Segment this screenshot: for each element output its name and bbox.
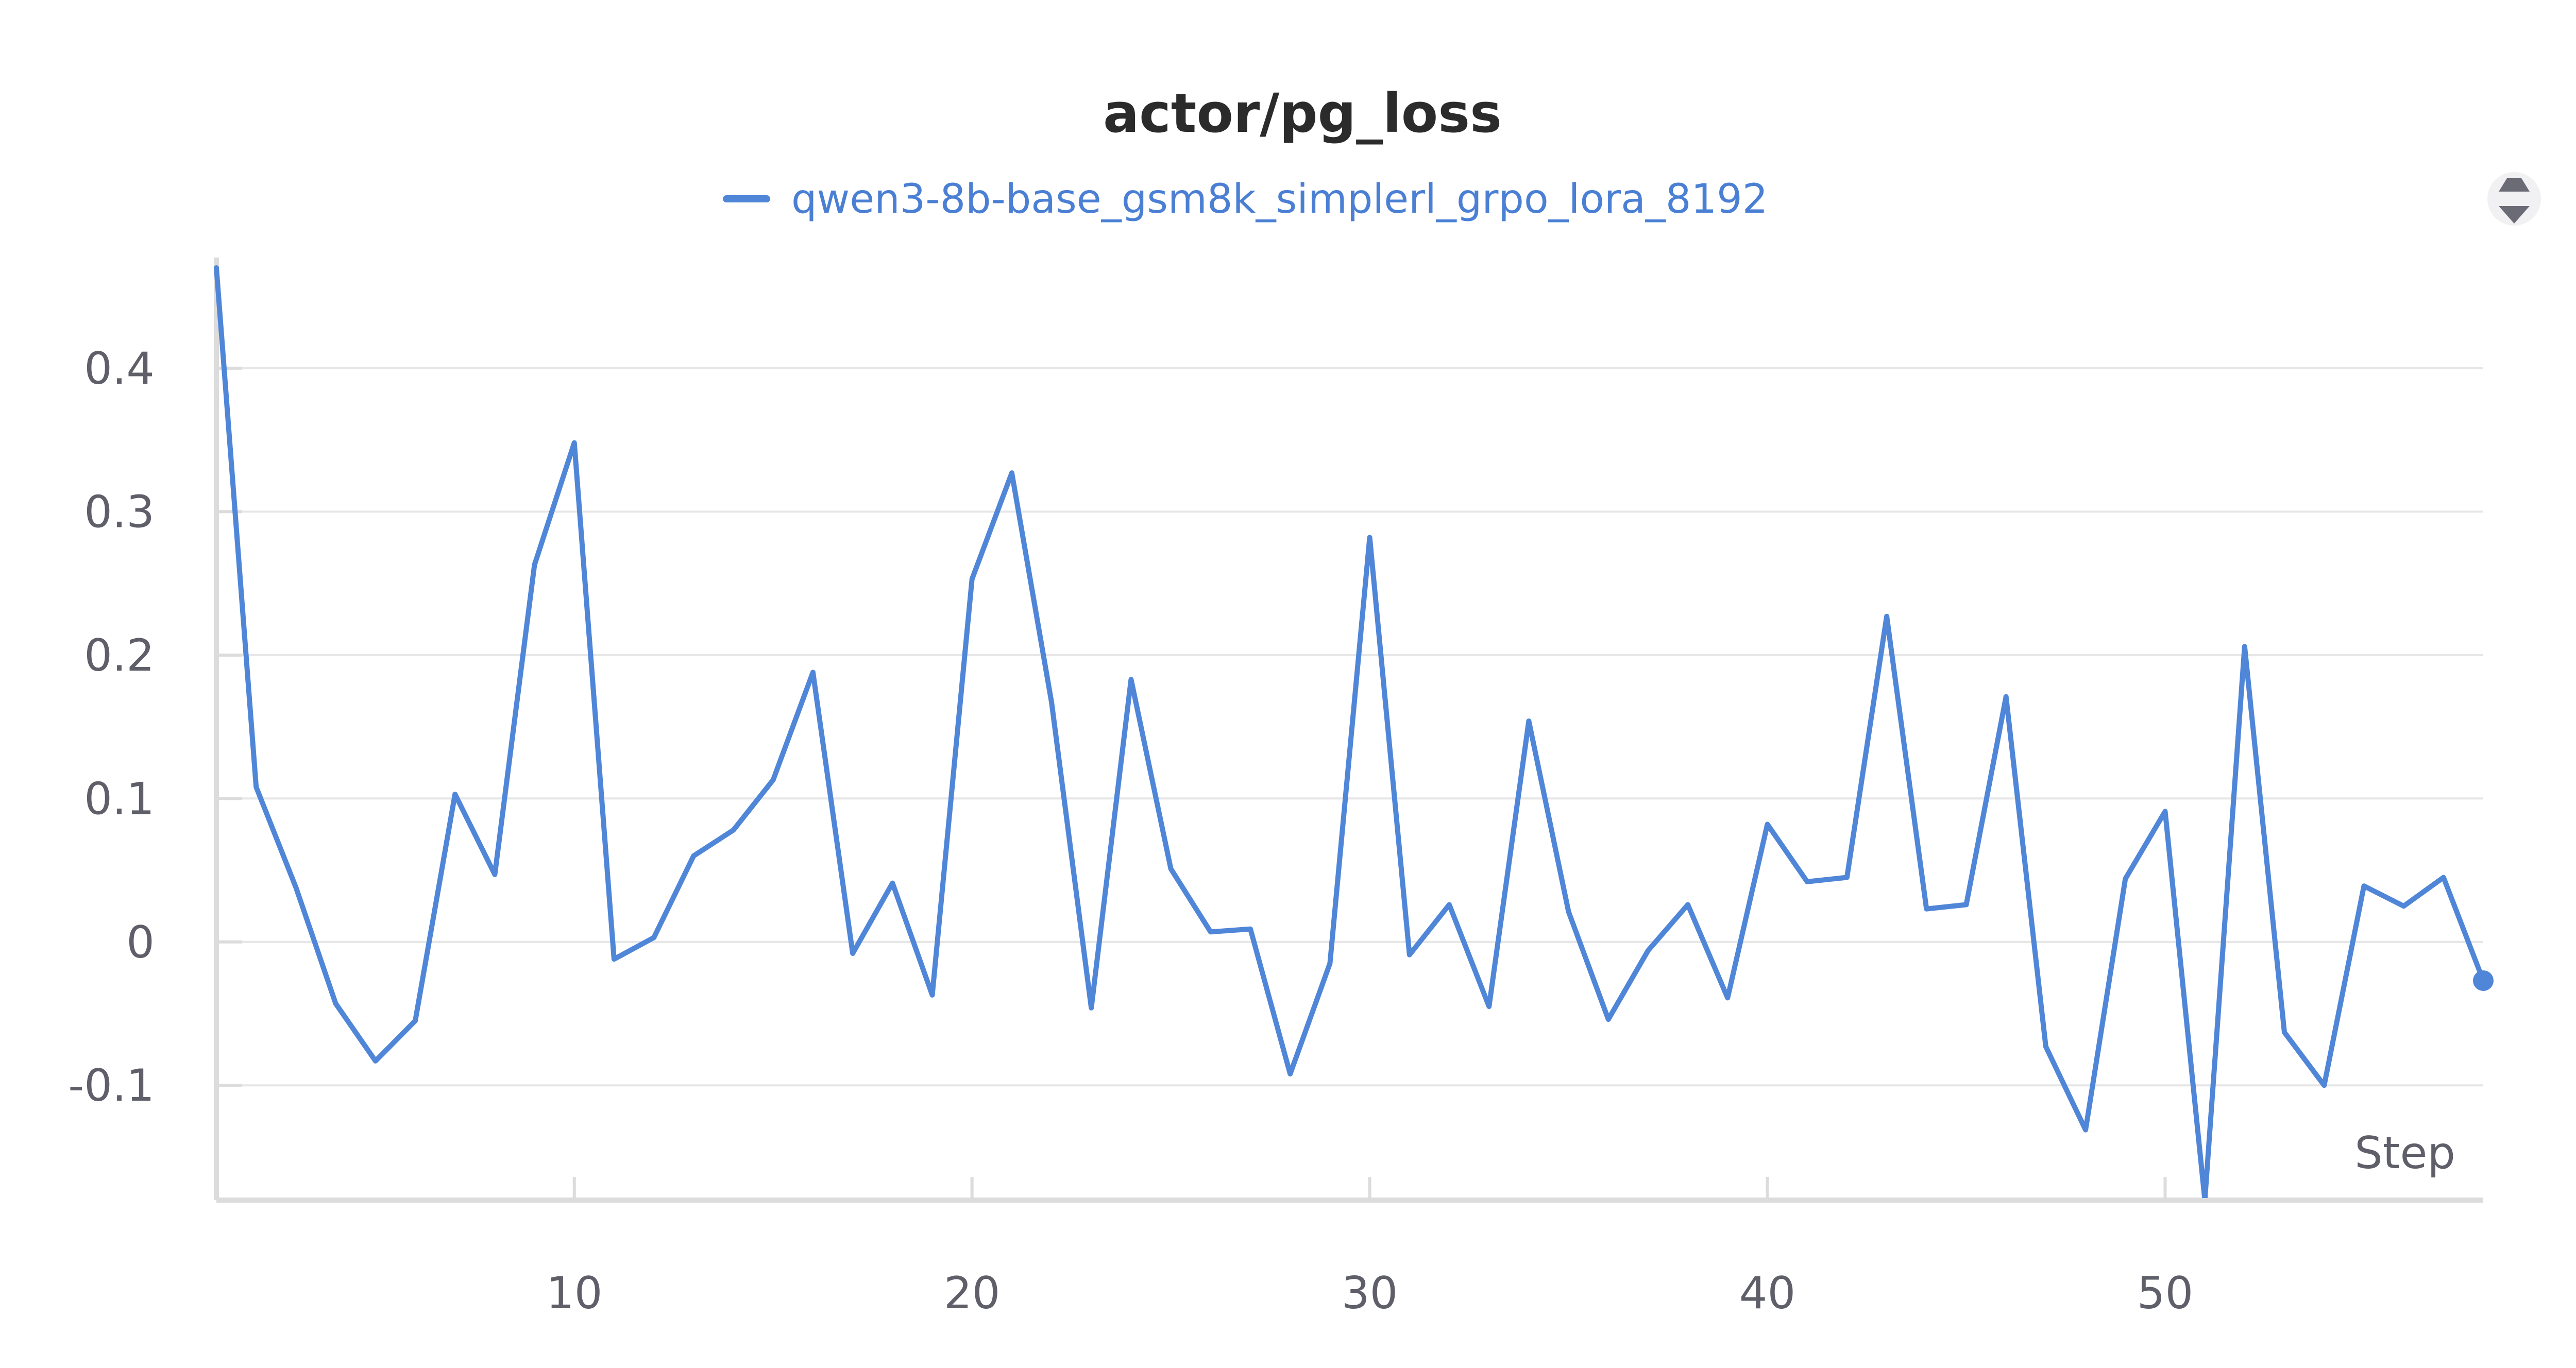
tick-labels: -0.1 0 0.1 0.2 0.3 0.4 10 20 30 40 50 xyxy=(68,343,2193,1319)
data-point[interactable] xyxy=(731,827,737,833)
data-point[interactable] xyxy=(1724,995,1731,1001)
data-point[interactable] xyxy=(1645,947,1651,953)
data-point[interactable] xyxy=(1844,874,1850,880)
data-point[interactable] xyxy=(690,853,697,859)
x-tick-label: 20 xyxy=(944,1268,1000,1319)
data-point[interactable] xyxy=(969,576,975,582)
data-point[interactable] xyxy=(2082,1127,2089,1133)
sort-arrows-icon[interactable] xyxy=(2487,172,2541,226)
data-point[interactable] xyxy=(253,784,259,790)
data-point[interactable] xyxy=(1446,901,1452,908)
data-point[interactable] xyxy=(1963,901,1969,908)
data-point[interactable] xyxy=(2441,874,2447,880)
data-point[interactable] xyxy=(1367,535,1373,541)
data-point[interactable] xyxy=(372,1058,379,1064)
data-point[interactable] xyxy=(1088,1005,1094,1011)
data-point[interactable] xyxy=(1884,613,1890,620)
data-point[interactable] xyxy=(2162,808,2168,814)
y-tick-label: -0.1 xyxy=(68,1060,155,1112)
x-tick-label: 10 xyxy=(546,1268,602,1319)
legend[interactable]: qwen3-8b-base_gsm8k_simplerl_grpo_lora_8… xyxy=(723,176,1768,223)
data-point[interactable] xyxy=(1605,1016,1612,1022)
data-point[interactable] xyxy=(611,956,617,962)
data-point[interactable] xyxy=(532,561,538,568)
grid-lines xyxy=(216,367,2483,1087)
data-point[interactable] xyxy=(2321,1082,2327,1088)
data-point[interactable] xyxy=(2202,1197,2208,1203)
data-point[interactable] xyxy=(1923,906,1929,912)
data-point[interactable] xyxy=(293,884,299,891)
data-point[interactable] xyxy=(1009,470,1015,476)
data-point[interactable] xyxy=(2361,883,2367,889)
x-tick-label: 50 xyxy=(2137,1268,2193,1319)
data-point[interactable] xyxy=(1168,866,1174,872)
data-point[interactable] xyxy=(1128,676,1134,682)
data-point[interactable] xyxy=(2242,643,2248,649)
data-point[interactable] xyxy=(1526,718,1532,724)
data-point[interactable] xyxy=(1486,1003,1492,1010)
y-tick-label: 0 xyxy=(126,917,155,968)
x-axis-title: Step xyxy=(2354,1127,2455,1179)
data-point[interactable] xyxy=(1327,961,1333,967)
data-point[interactable] xyxy=(929,992,935,998)
axes xyxy=(214,258,2483,1203)
data-point[interactable] xyxy=(2043,1044,2049,1050)
data-point[interactable] xyxy=(2281,1029,2287,1035)
data-point[interactable] xyxy=(1287,1071,1293,1077)
data-point[interactable] xyxy=(1685,901,1691,908)
data-point[interactable] xyxy=(810,669,816,675)
x-tick-label: 40 xyxy=(1739,1268,1795,1319)
legend-label: qwen3-8b-base_gsm8k_simplerl_grpo_lora_8… xyxy=(791,176,1768,223)
data-point[interactable] xyxy=(1247,926,1253,932)
data-point[interactable] xyxy=(2401,903,2407,909)
data-point[interactable] xyxy=(412,1018,418,1024)
data-point[interactable] xyxy=(1406,952,1413,958)
data-point[interactable] xyxy=(452,791,458,797)
data-point[interactable] xyxy=(2003,694,2009,700)
data-point[interactable] xyxy=(889,880,895,886)
y-tick-label: 0.4 xyxy=(84,343,155,395)
data-point[interactable] xyxy=(2122,876,2128,882)
data-point[interactable] xyxy=(1765,821,1771,827)
data-point[interactable] xyxy=(333,1001,339,1007)
chart-title: actor/pg_loss xyxy=(1103,82,1502,145)
data-point[interactable] xyxy=(651,934,657,940)
data-point[interactable] xyxy=(770,777,776,783)
data-point[interactable] xyxy=(1208,929,1214,935)
y-tick-label: 0.1 xyxy=(84,773,155,825)
series-group xyxy=(213,265,2494,1203)
data-point[interactable] xyxy=(1566,909,1572,915)
series-end-marker xyxy=(2473,970,2494,991)
data-point[interactable] xyxy=(492,871,498,878)
data-point[interactable] xyxy=(571,440,578,446)
series-line[interactable] xyxy=(214,265,2486,1200)
data-point[interactable] xyxy=(1048,699,1055,706)
y-tick-label: 0.3 xyxy=(84,486,155,538)
data-point[interactable] xyxy=(213,265,219,271)
data-point[interactable] xyxy=(1804,879,1810,885)
y-tick-label: 0.2 xyxy=(84,630,155,681)
data-point[interactable] xyxy=(850,950,856,956)
x-tick-label: 30 xyxy=(1342,1268,1398,1319)
